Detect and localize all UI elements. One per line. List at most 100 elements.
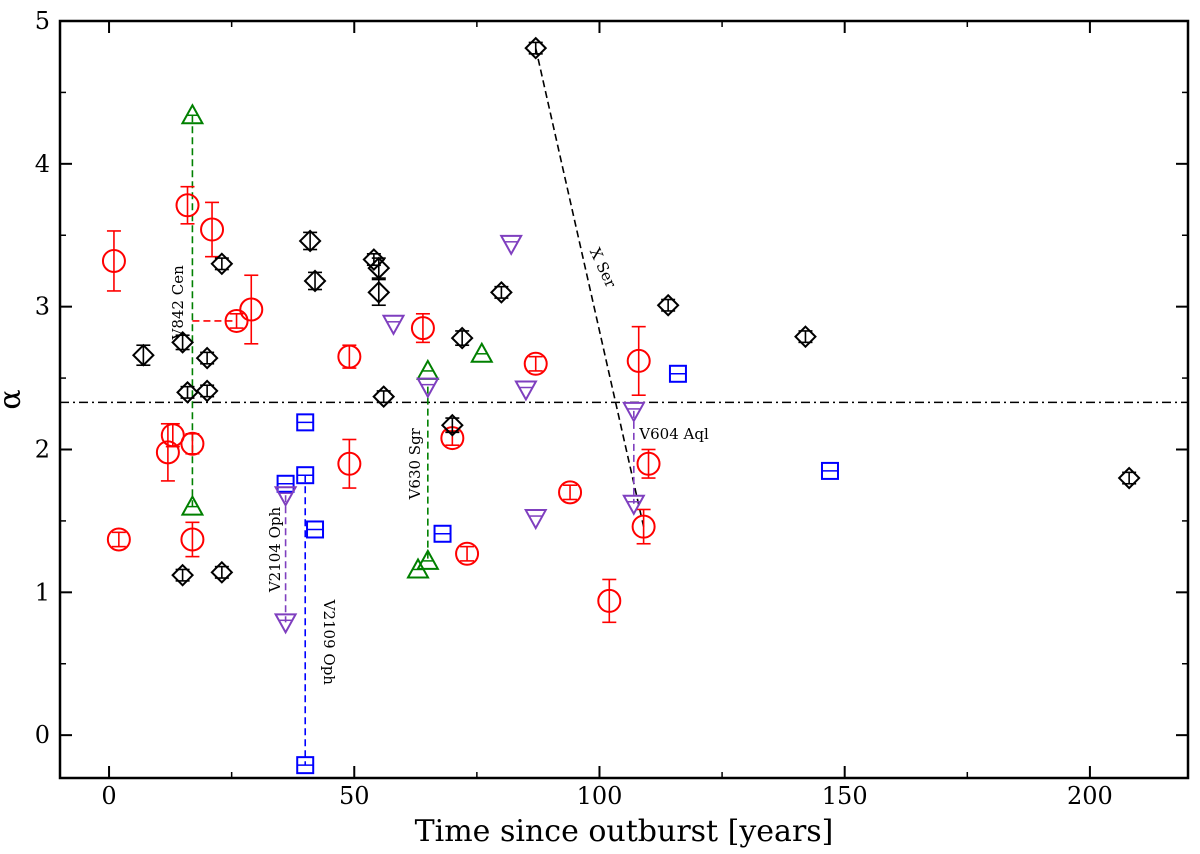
circle-marker	[337, 451, 362, 476]
diamond-marker	[195, 346, 219, 370]
diamond-marker	[524, 36, 548, 60]
diamond-marker	[440, 413, 464, 437]
x-axis-title: Time since outburst [years]	[415, 814, 834, 849]
diamond-marker	[372, 385, 396, 409]
circle-marker	[180, 527, 205, 552]
x-tick-label: 0	[101, 782, 116, 810]
red-circles-point	[410, 313, 435, 344]
green-triangles-point	[416, 548, 440, 570]
circle-marker	[224, 308, 249, 333]
circle-marker	[106, 527, 131, 552]
black-diamonds-point	[171, 563, 195, 587]
black-diamonds-point	[195, 346, 219, 370]
circle-marker	[175, 193, 200, 218]
red-circles-point	[180, 431, 205, 456]
red-circles-point	[106, 527, 131, 552]
red-circles-point	[175, 185, 200, 225]
red-circles-point	[101, 230, 126, 292]
circle-marker	[597, 588, 622, 613]
black-diamonds-point	[367, 256, 391, 280]
violet-triangles-point	[273, 486, 298, 508]
diamond-marker	[210, 252, 234, 276]
red-circles-point	[337, 438, 362, 489]
blue-squares-point	[276, 474, 295, 493]
diamond-marker	[656, 293, 680, 317]
green-triangles-point	[470, 341, 494, 363]
blue-squares-point	[296, 466, 315, 485]
label-v2104-oph: V2104 Oph	[266, 506, 284, 593]
black-diamonds-point	[450, 326, 474, 350]
triangle-down-marker	[622, 401, 646, 423]
y-tick-label: 2	[35, 435, 50, 463]
circle-marker	[455, 541, 480, 566]
diamond-marker	[489, 280, 513, 304]
green-triangles-point	[416, 358, 440, 380]
red-circles-point	[200, 201, 225, 258]
circle-marker	[160, 423, 185, 448]
diamond-marker	[195, 379, 219, 403]
black-diamonds-point	[524, 36, 548, 60]
diamond-marker	[1117, 466, 1141, 490]
y-tick-label: 4	[35, 150, 50, 178]
black-diamonds-point	[303, 269, 327, 293]
blue-squares-point	[668, 364, 687, 383]
black-diamonds-point	[794, 325, 817, 349]
violet-triangles-point	[381, 314, 406, 336]
x-ser-connector	[534, 47, 645, 527]
violet-triangles-point	[514, 380, 538, 402]
star-labels: V842 Cen V2104 Oph V2109 Oph V630 Sgr X Ser V…	[169, 245, 709, 685]
circle-marker	[337, 344, 362, 369]
black-diamonds-point	[440, 413, 464, 437]
label-v630-sgr: V630 Sgr	[406, 427, 424, 500]
circle-marker	[626, 348, 651, 373]
black-diamonds-point	[210, 252, 234, 276]
red-circles-point	[523, 351, 548, 376]
x-tick-label: 50	[339, 782, 370, 810]
triangle-down-marker	[622, 494, 646, 516]
black-diamonds-point	[1117, 466, 1141, 490]
triangle-down-marker	[273, 613, 298, 635]
red-circles-point	[155, 422, 180, 482]
circle-marker	[101, 248, 126, 273]
black-diamonds-point	[171, 330, 195, 354]
violet-triangles-point	[273, 613, 298, 635]
x-tick-label: 200	[1067, 782, 1113, 810]
circle-marker	[636, 451, 661, 476]
violet-triangles-point	[622, 494, 646, 516]
diamond-marker	[303, 269, 327, 293]
triangle-up-marker	[180, 494, 205, 516]
circle-marker	[200, 217, 225, 242]
black-diamonds-point	[195, 379, 219, 403]
red-circles-point	[224, 308, 249, 333]
diamond-marker	[362, 248, 386, 271]
diamond-marker	[298, 229, 322, 253]
triangle-down-marker	[416, 377, 440, 399]
circle-marker	[239, 297, 264, 322]
triangle-down-marker	[273, 486, 298, 508]
diamond-marker	[450, 326, 474, 350]
plot-frame	[58, 19, 1190, 780]
black-diamonds-point	[176, 380, 199, 404]
triangle-down-marker	[514, 380, 538, 402]
blue-squares-point	[433, 524, 452, 543]
triangle-down-marker	[499, 234, 523, 256]
diamond-marker	[171, 563, 195, 587]
black-diamonds-point	[367, 278, 391, 307]
circle-marker	[523, 351, 548, 376]
diamond-marker	[210, 560, 234, 584]
triangle-up-marker	[416, 548, 440, 570]
blue-squares-point	[296, 756, 315, 775]
black-diamonds-point	[489, 280, 513, 304]
red-circles-point	[455, 541, 480, 566]
diamond-marker	[171, 330, 195, 354]
green-triangles-point	[180, 494, 205, 516]
red-circles-point	[597, 578, 622, 624]
triangle-up-marker	[180, 103, 205, 125]
x-tick-label: 150	[822, 782, 868, 810]
y-tick-label: 5	[35, 7, 50, 35]
circle-marker	[155, 440, 180, 465]
red-circles-point	[636, 448, 661, 479]
black-diamonds-point	[372, 385, 396, 409]
black-diamonds-point	[131, 343, 155, 367]
